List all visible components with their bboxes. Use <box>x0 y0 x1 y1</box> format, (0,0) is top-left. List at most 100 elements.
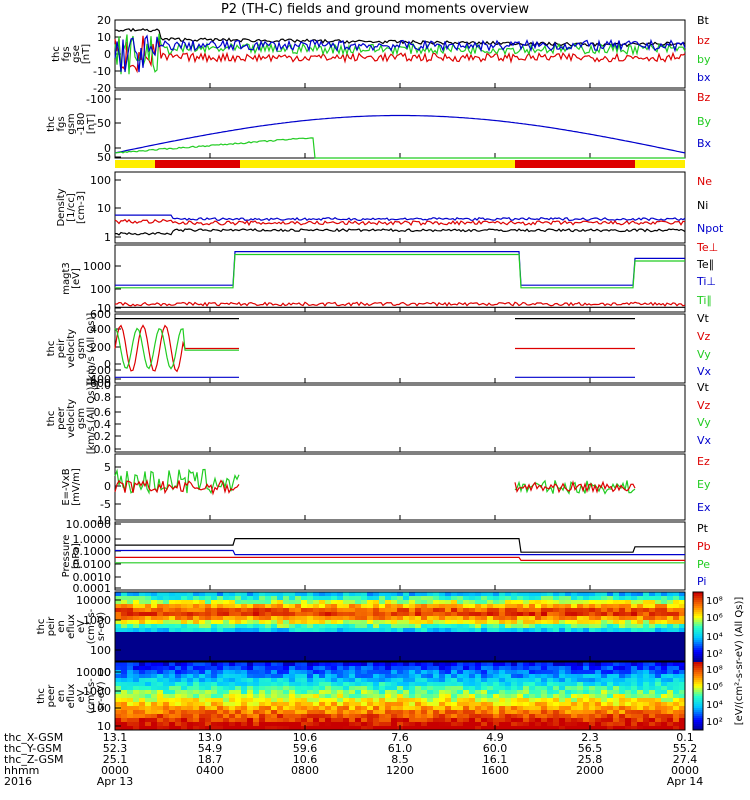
panel-6-ylabel: [km/s (All Qs)] <box>86 383 97 455</box>
panel-8-Pb <box>115 556 685 561</box>
panel-7-Ez-2 <box>514 479 636 494</box>
panel-2-ylabel: -180 <box>76 113 87 136</box>
panel-1-bz <box>114 35 686 74</box>
panel-2-Bx <box>114 114 686 154</box>
panel-4-legend-Te⊥: Te⊥ <box>696 241 718 254</box>
xaxis-value: 4.9 <box>486 731 504 744</box>
panel-2-legend-By: By <box>697 115 712 128</box>
xaxis-value: 56.5 <box>578 742 603 755</box>
xaxis-row-label: thc_Y-GSM <box>4 742 62 755</box>
panel-6-ylabel: peer <box>56 406 67 430</box>
panel-3-Ne <box>114 218 686 227</box>
panel-10-ylabel: (cm²-s- <box>86 678 97 714</box>
xaxis-value: 60.0 <box>483 742 508 755</box>
panel-8-legend-Pb: Pb <box>697 540 711 553</box>
panel-2-By <box>114 137 685 159</box>
panel-7-frame <box>114 453 686 521</box>
panel-9-ytick-label: 1000 <box>83 614 111 627</box>
panel-5-ylabel: [km/s (All Qs)] <box>86 313 97 385</box>
panel-9-ylabel: thc <box>36 619 47 635</box>
panel-1-ytick-label: -20 <box>93 82 111 95</box>
region-bar-red-1 <box>155 160 240 168</box>
panel-5-legend-Vz: Vz <box>697 330 711 343</box>
panel-3-Npot <box>115 214 686 222</box>
panel-2-ytick-label: 0 <box>104 142 111 155</box>
panel-6-ytick-label: 0.2 <box>94 430 112 443</box>
xaxis-value: 7.6 <box>391 731 409 744</box>
xaxis-value: Apr 14 <box>667 775 704 788</box>
panel-3-ylabel: Density <box>56 188 67 226</box>
panel-10-ylabel: sr-eV) <box>96 681 107 710</box>
panel-10-ylabel: eV <box>76 689 87 702</box>
panel-1-bx <box>114 34 686 73</box>
xaxis-row-label: hhmm <box>4 764 39 777</box>
panel-5-legend-Vx: Vx <box>697 365 712 378</box>
panel-10-ylabel: en <box>56 690 67 703</box>
panel-6-legend-Vy: Vy <box>697 416 711 429</box>
panel-4-Tipar <box>115 253 685 289</box>
panel-6-legend-Vz: Vz <box>697 399 711 412</box>
colorbar-tick-label: 10⁴ <box>706 632 723 643</box>
chart-title: P2 (TH-C) fields and ground moments over… <box>220 2 530 17</box>
colorbar-label: [eV/(cm²-s-sr-eV) (All Qs)] <box>734 597 745 726</box>
panel-3-frame <box>114 171 686 244</box>
panel-4-ytick-label: 100 <box>90 283 111 296</box>
xaxis-value: 1200 <box>386 764 414 777</box>
panel-2-ylabel: thc <box>46 116 57 132</box>
panel-3-ylabel: [1/cc] <box>66 193 77 222</box>
panel-1-by <box>114 33 686 75</box>
panel-4-ylabel: magt3 <box>61 262 72 295</box>
panel-8-legend-Pt: Pt <box>697 522 709 535</box>
panel-6-ylabel: gsm <box>76 408 87 429</box>
panel-7-ytick-label: 0 <box>104 480 111 493</box>
panel-4-ytick-label: 1000 <box>83 260 111 273</box>
panel-1-ylabel: [nT] <box>81 44 92 64</box>
xaxis-value: 0000 <box>671 764 699 777</box>
panel-1-legend-Bt: Bt <box>697 14 710 27</box>
panel-3-ylabel: [cm-3] <box>76 191 87 224</box>
colorbar-tick-label: 10² <box>706 717 723 728</box>
panel-5-ytick-label: -200 <box>86 364 111 377</box>
xaxis-row-label: thc_Z-GSM <box>4 753 64 766</box>
panel-10-ylabel: peer <box>46 684 57 708</box>
colorbar <box>693 592 703 731</box>
panel-7-ylabel: E=-VxB <box>61 468 72 505</box>
xaxis-value: 52.3 <box>103 742 128 755</box>
panel-10-ytick-label: 100 <box>90 702 111 715</box>
panel-2-ytick-label: 50 <box>97 151 111 164</box>
panel-6-ylabel: thc <box>46 411 57 427</box>
panel-8-ylabel: Pressure <box>61 535 72 578</box>
xaxis-value: 10.6 <box>293 731 318 744</box>
panel-6-legend-Vt: Vt <box>697 381 710 394</box>
xaxis-value: 8.5 <box>391 753 409 766</box>
panel-9-ylabel: peir <box>46 616 57 636</box>
panel-5-Vz <box>114 324 239 373</box>
panel-8-ytick-label: 0.0100 <box>73 558 112 571</box>
panel-9-ylabel: sr-eV) <box>96 612 107 641</box>
xaxis-value: 0000 <box>101 764 129 777</box>
panel-7-ytick-label: -10 <box>93 514 111 527</box>
xaxis-value: 0400 <box>196 764 224 777</box>
panel-5-legend-Vt: Vt <box>697 312 710 325</box>
region-bar-red-2 <box>515 160 635 168</box>
panel-3-ytick-label: 10 <box>97 202 111 215</box>
panel-5-ytick-label: 600 <box>90 308 111 321</box>
panel-9-ytick-label: 100 <box>90 644 111 657</box>
xaxis-value: 25.8 <box>578 753 603 766</box>
panel-2-ytick-label: -100 <box>86 93 111 106</box>
panel-5-ylabel: peir <box>56 338 67 358</box>
panel-1-legend-bx: bx <box>697 71 711 84</box>
panel-1-ytick-label: 20 <box>97 14 111 27</box>
colorbar-tick-label: 10⁸ <box>706 665 723 676</box>
panel-8-Pt <box>115 538 685 553</box>
panel-4-Teperp <box>115 301 686 307</box>
panel-8-legend-Pi: Pi <box>697 575 706 588</box>
colorbar-tick-label: 10⁶ <box>706 613 723 624</box>
panel-2-ylabel: gsm <box>66 113 77 134</box>
panel-8-ytick-label: 0.0010 <box>73 571 112 584</box>
panel-5-ytick-label: 200 <box>90 341 111 354</box>
panel-5-ytick-label: 400 <box>90 323 111 336</box>
xaxis-value: Apr 13 <box>97 775 134 788</box>
xaxis-value: 2.3 <box>581 731 599 744</box>
